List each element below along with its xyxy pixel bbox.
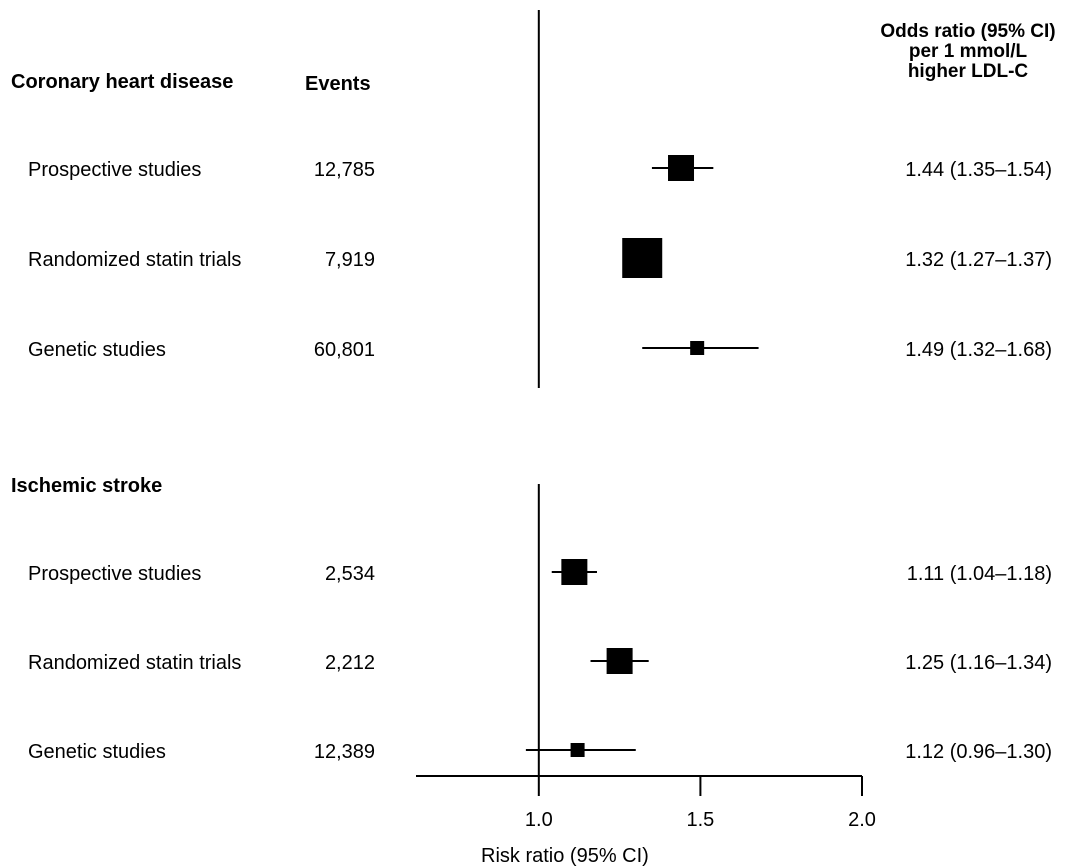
row-events: 12,785 xyxy=(313,159,375,181)
row-odds-ratio: 1.12 (0.96–1.30) xyxy=(905,741,1052,763)
x-tick-label: 1.5 xyxy=(686,809,714,831)
row-events: 60,801 xyxy=(313,339,375,361)
row-odds-ratio: 1.25 (1.16–1.34) xyxy=(905,652,1052,674)
x-tick-label: 1.0 xyxy=(525,809,553,831)
row-events: 2,212 xyxy=(324,652,375,674)
row-events: 12,389 xyxy=(313,741,375,763)
panel-title-coronary: Coronary heart disease xyxy=(11,71,234,93)
point-estimate-square xyxy=(668,155,695,181)
row-odds-ratio: 1.44 (1.35–1.54) xyxy=(905,159,1052,181)
row-odds-ratio: 1.49 (1.32–1.68) xyxy=(905,339,1052,361)
odds-ratio-header-line-2: per 1 mmol/L xyxy=(908,41,1028,62)
row-odds-ratio: 1.11 (1.04–1.18) xyxy=(906,563,1052,585)
row-label: Genetic studies xyxy=(28,339,166,361)
row-label: Prospective studies xyxy=(28,159,202,181)
point-estimate-square xyxy=(622,238,663,278)
events-header: Events xyxy=(305,73,371,95)
point-estimate-square xyxy=(606,648,633,674)
x-axis-title: Risk ratio (95% CI) xyxy=(481,845,649,867)
row-label: Genetic studies xyxy=(28,741,166,763)
point-estimate-square xyxy=(561,559,588,585)
panel-title-stroke: Ischemic stroke xyxy=(11,475,163,497)
odds-ratio-header-line-1: Odds ratio (95% CI) xyxy=(880,21,1056,42)
point-estimate-square xyxy=(570,743,585,757)
row-events: 7,919 xyxy=(324,249,375,271)
row-events: 2,534 xyxy=(324,563,375,585)
row-label: Prospective studies xyxy=(28,563,202,585)
odds-ratio-header: Odds ratio (95% CI) per 1 mmol/L higher … xyxy=(858,22,1072,82)
row-label: Randomized statin trials xyxy=(28,652,242,674)
row-odds-ratio: 1.32 (1.27–1.37) xyxy=(905,249,1052,271)
row-label: Randomized statin trials xyxy=(28,249,242,271)
x-tick-label: 2.0 xyxy=(848,809,876,831)
odds-ratio-header-line-3: higher LDL-C xyxy=(907,61,1029,82)
point-estimate-square xyxy=(690,341,705,355)
